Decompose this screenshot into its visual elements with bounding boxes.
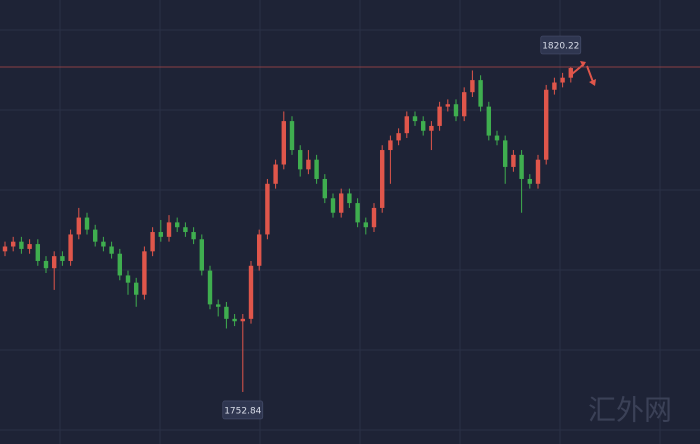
candle-body: [125, 275, 131, 283]
candle-body: [289, 121, 295, 151]
candle-body: [68, 234, 73, 261]
price-label: 1820.22: [542, 41, 579, 51]
candle-body: [166, 222, 172, 237]
candle-body: [93, 229, 98, 242]
candle-body: [257, 234, 262, 266]
candle-body: [281, 121, 286, 165]
candles: [2, 66, 573, 392]
watermark: 汇外网: [588, 394, 672, 427]
candle-body: [330, 198, 336, 213]
candle-body: [142, 251, 147, 295]
candle-body: [27, 244, 32, 249]
candle-body: [380, 150, 385, 208]
candle-body: [568, 68, 573, 78]
candle-body: [109, 246, 114, 254]
candle-body: [183, 227, 188, 233]
candle-body: [429, 125, 434, 131]
candle-body: [191, 232, 196, 240]
candle-body: [216, 304, 221, 307]
candle-body: [232, 318, 237, 322]
candle-body: [248, 265, 254, 319]
candle-body: [84, 217, 90, 230]
candle-body: [527, 178, 532, 184]
candle-body: [421, 121, 426, 131]
candle-body: [560, 77, 565, 83]
candle-body: [552, 82, 557, 90]
candle-body: [60, 256, 65, 261]
candle-body: [314, 159, 319, 179]
candle-body: [544, 89, 549, 160]
candle-body: [363, 222, 368, 228]
candle-body: [404, 116, 409, 134]
candle-body: [355, 203, 360, 223]
trend-arrows: [571, 61, 596, 86]
candle-body: [462, 92, 467, 117]
candle-body: [224, 306, 229, 319]
candle-body: [396, 133, 401, 141]
candle-body: [486, 106, 491, 136]
candle-body: [134, 282, 139, 295]
candle-body: [494, 135, 500, 141]
candle-body: [445, 104, 450, 107]
candle-body: [511, 154, 516, 167]
candle-body: [43, 260, 49, 269]
price-label-box: [540, 35, 582, 55]
candle-body: [371, 207, 377, 228]
candle-body: [412, 116, 418, 122]
candle-body: [453, 104, 459, 117]
candle-body: [52, 256, 57, 269]
candle-body: [117, 253, 122, 276]
candle-body: [199, 239, 204, 271]
candle-body: [519, 154, 524, 179]
candle-body: [347, 193, 352, 204]
price-label-box: [222, 400, 264, 420]
candle-body: [322, 178, 327, 199]
candle-body: [535, 159, 541, 184]
candle-body: [298, 150, 303, 170]
price-label: 1752.84: [224, 406, 261, 416]
candle-body: [35, 244, 40, 261]
candle-body: [503, 140, 508, 167]
candle-body: [478, 80, 483, 107]
candle-body: [175, 222, 180, 228]
candle-body: [437, 106, 442, 126]
candle-body: [470, 80, 475, 93]
candle-body: [2, 246, 8, 252]
candle-body: [76, 217, 81, 235]
candle-body: [388, 140, 393, 151]
candle-body: [19, 241, 24, 249]
candle-body: [207, 270, 213, 305]
candle-body: [11, 241, 16, 247]
candle-body: [273, 164, 278, 184]
candle-body: [339, 193, 344, 213]
candle-body: [150, 232, 155, 252]
candle-body: [306, 159, 311, 170]
candle-body: [265, 183, 270, 235]
candle-body: [158, 232, 163, 237]
candle-body: [101, 241, 106, 247]
candle-body: [240, 318, 245, 322]
